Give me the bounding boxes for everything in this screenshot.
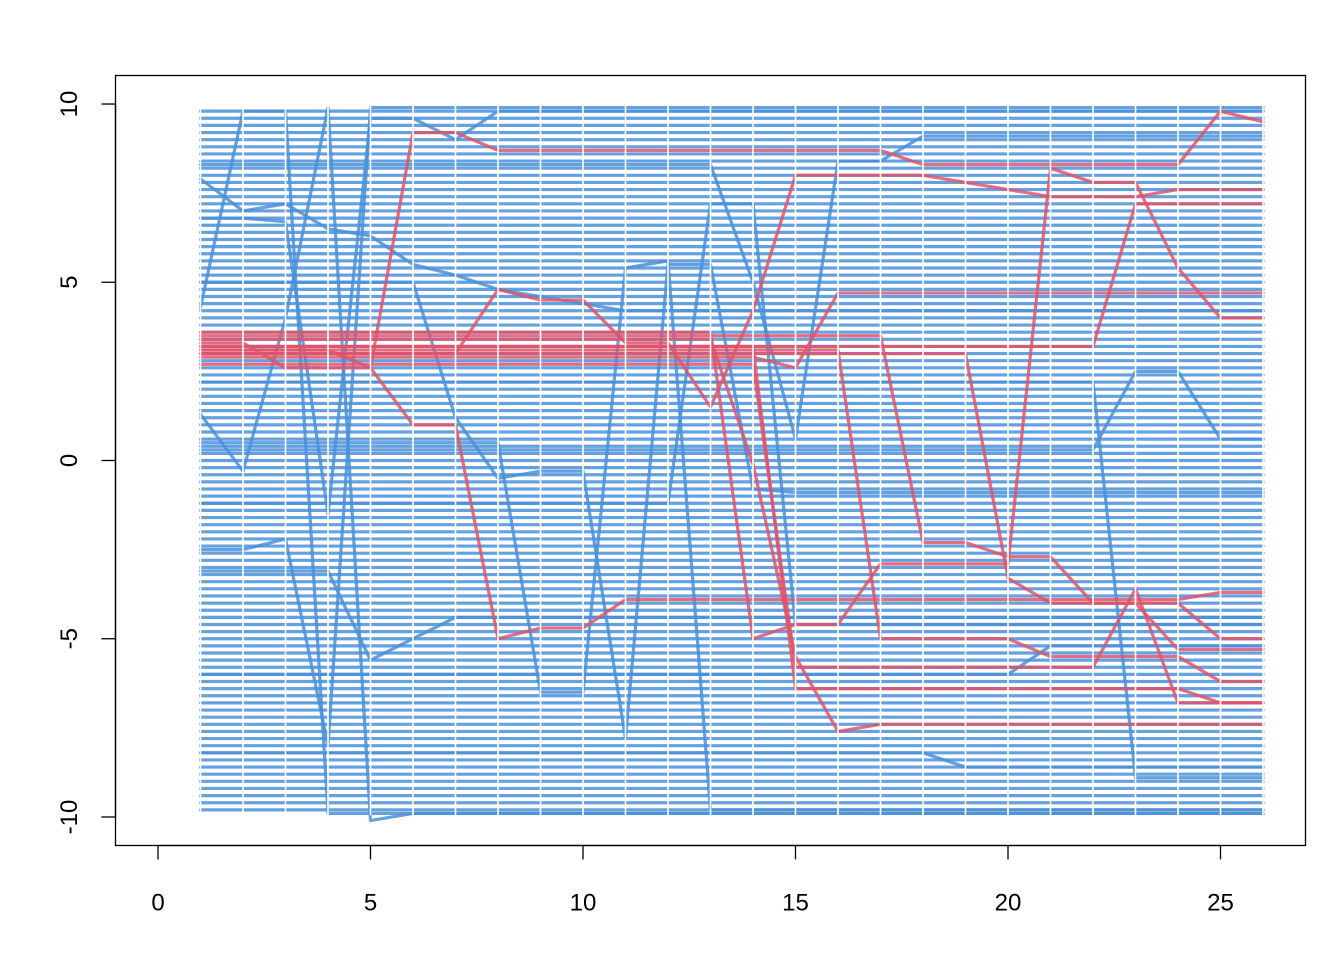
series-line [198, 259, 1265, 812]
series-line [198, 569, 1265, 662]
x-axis: 0 5 10 15 20 25 [151, 844, 1234, 917]
x-tick-label: 25 [1207, 890, 1234, 917]
y-tick-label: 5 [56, 276, 83, 289]
series-line [198, 105, 1265, 748]
highlight-series-group [198, 105, 1265, 823]
highlight-series-line [198, 337, 1265, 734]
highlight-series-line [198, 334, 1265, 652]
series-line [198, 105, 1265, 823]
series-line [198, 109, 1265, 516]
series-line [198, 380, 1265, 780]
series-line [198, 262, 1265, 741]
highlight-series-line [198, 348, 1265, 684]
series-line [198, 134, 1265, 441]
series-line [198, 369, 1265, 452]
y-tick-label: -5 [56, 628, 83, 649]
y-tick-label: 0 [56, 454, 83, 467]
highlight-series-line [198, 109, 1265, 370]
highlight-series-line [198, 351, 1265, 641]
y-tick-label: 10 [56, 91, 83, 118]
plot-area [198, 105, 1265, 823]
x-tick-label: 15 [782, 890, 809, 917]
highlight-series-line [198, 166, 1265, 641]
x-tick-label: 5 [364, 890, 377, 917]
highlight-series-line [198, 362, 1265, 705]
y-axis: -10 -5 0 5 10 [56, 91, 117, 835]
x-tick-label: 20 [995, 890, 1022, 917]
series-line [198, 177, 1265, 313]
column-dividers [199, 105, 1264, 816]
highlight-series-line [198, 202, 1265, 349]
highlight-series-line [198, 341, 1265, 641]
x-tick-label: 10 [570, 890, 597, 917]
series-line [198, 644, 1265, 676]
series-line [198, 202, 1265, 627]
y-tick-label: -10 [56, 800, 83, 835]
x-tick-label: 0 [151, 890, 164, 917]
highlight-series-line [198, 291, 1265, 370]
series-line [198, 751, 1265, 769]
